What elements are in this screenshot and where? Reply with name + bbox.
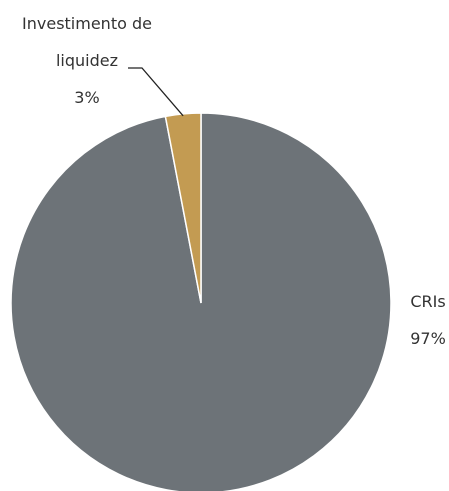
value-label: 97%: [410, 329, 446, 348]
leader-line: [128, 67, 184, 117]
pie-slice: [10, 112, 392, 491]
category-label: CRIs: [410, 292, 446, 311]
slice-label: CRIs 97%: [398, 283, 449, 357]
pie-slice: [164, 112, 202, 304]
slice-label: Investimento de liquidez 3%: [2, 5, 172, 116]
value-label: 3%: [74, 88, 100, 107]
category-label: Investimento de liquidez: [22, 14, 152, 70]
